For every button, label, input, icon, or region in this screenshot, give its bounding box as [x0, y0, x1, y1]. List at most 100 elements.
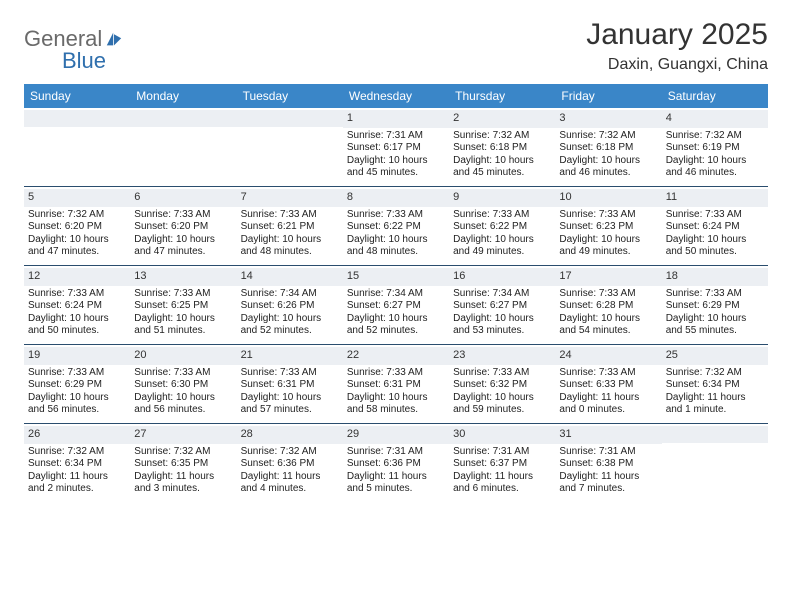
- daylight-text: Daylight: 10 hours and 45 minutes.: [453, 155, 551, 180]
- day-cell: 24Sunrise: 7:33 AMSunset: 6:33 PMDayligh…: [555, 345, 661, 423]
- day-number: 18: [662, 268, 768, 286]
- sunset-text: Sunset: 6:23 PM: [559, 221, 657, 234]
- daylight-text: Daylight: 10 hours and 57 minutes.: [241, 392, 339, 417]
- sunrise-text: Sunrise: 7:32 AM: [666, 130, 764, 143]
- day-cell: [237, 108, 343, 186]
- daylight-text: Daylight: 11 hours and 3 minutes.: [134, 471, 232, 496]
- daylight-text: Daylight: 10 hours and 51 minutes.: [134, 313, 232, 338]
- sunset-text: Sunset: 6:18 PM: [559, 142, 657, 155]
- sunset-text: Sunset: 6:30 PM: [134, 379, 232, 392]
- daylight-text: Daylight: 10 hours and 59 minutes.: [453, 392, 551, 417]
- sunset-text: Sunset: 6:37 PM: [453, 458, 551, 471]
- day-number: 23: [449, 347, 555, 365]
- day-number: 4: [662, 110, 768, 128]
- daylight-text: Daylight: 11 hours and 6 minutes.: [453, 471, 551, 496]
- day-cell: 13Sunrise: 7:33 AMSunset: 6:25 PMDayligh…: [130, 266, 236, 344]
- sunrise-text: Sunrise: 7:34 AM: [241, 288, 339, 301]
- day-cell: 18Sunrise: 7:33 AMSunset: 6:29 PMDayligh…: [662, 266, 768, 344]
- sunset-text: Sunset: 6:17 PM: [347, 142, 445, 155]
- day-cell: 10Sunrise: 7:33 AMSunset: 6:23 PMDayligh…: [555, 187, 661, 265]
- sunset-text: Sunset: 6:31 PM: [241, 379, 339, 392]
- day-number: 13: [130, 268, 236, 286]
- sunset-text: Sunset: 6:38 PM: [559, 458, 657, 471]
- location-label: Daxin, Guangxi, China: [586, 56, 768, 74]
- weekday-mon: Monday: [130, 84, 236, 108]
- daylight-text: Daylight: 11 hours and 7 minutes.: [559, 471, 657, 496]
- day-number: [237, 110, 343, 127]
- sunrise-text: Sunrise: 7:32 AM: [666, 367, 764, 380]
- week-row: 26Sunrise: 7:32 AMSunset: 6:34 PMDayligh…: [24, 423, 768, 502]
- day-cell: 22Sunrise: 7:33 AMSunset: 6:31 PMDayligh…: [343, 345, 449, 423]
- sunrise-text: Sunrise: 7:33 AM: [559, 367, 657, 380]
- title-block: January 2025 Daxin, Guangxi, China: [586, 18, 768, 74]
- week-row: 1Sunrise: 7:31 AMSunset: 6:17 PMDaylight…: [24, 108, 768, 186]
- day-cell: 14Sunrise: 7:34 AMSunset: 6:26 PMDayligh…: [237, 266, 343, 344]
- sunrise-text: Sunrise: 7:33 AM: [453, 367, 551, 380]
- day-cell: 6Sunrise: 7:33 AMSunset: 6:20 PMDaylight…: [130, 187, 236, 265]
- daylight-text: Daylight: 11 hours and 2 minutes.: [28, 471, 126, 496]
- sunset-text: Sunset: 6:25 PM: [134, 300, 232, 313]
- day-cell: 28Sunrise: 7:32 AMSunset: 6:36 PMDayligh…: [237, 424, 343, 502]
- daylight-text: Daylight: 10 hours and 52 minutes.: [347, 313, 445, 338]
- day-cell: 29Sunrise: 7:31 AMSunset: 6:36 PMDayligh…: [343, 424, 449, 502]
- day-cell: 26Sunrise: 7:32 AMSunset: 6:34 PMDayligh…: [24, 424, 130, 502]
- day-number: 24: [555, 347, 661, 365]
- daylight-text: Daylight: 10 hours and 55 minutes.: [666, 313, 764, 338]
- sunrise-text: Sunrise: 7:31 AM: [453, 446, 551, 459]
- sunset-text: Sunset: 6:18 PM: [453, 142, 551, 155]
- day-number: 19: [24, 347, 130, 365]
- sunset-text: Sunset: 6:33 PM: [559, 379, 657, 392]
- sunset-text: Sunset: 6:20 PM: [28, 221, 126, 234]
- daylight-text: Daylight: 10 hours and 48 minutes.: [347, 234, 445, 259]
- sunrise-text: Sunrise: 7:33 AM: [28, 367, 126, 380]
- day-number: 16: [449, 268, 555, 286]
- week-row: 5Sunrise: 7:32 AMSunset: 6:20 PMDaylight…: [24, 186, 768, 265]
- day-cell: 9Sunrise: 7:33 AMSunset: 6:22 PMDaylight…: [449, 187, 555, 265]
- day-cell: [130, 108, 236, 186]
- day-cell: 15Sunrise: 7:34 AMSunset: 6:27 PMDayligh…: [343, 266, 449, 344]
- day-number: 5: [24, 189, 130, 207]
- day-number: 9: [449, 189, 555, 207]
- weekday-header-row: Sunday Monday Tuesday Wednesday Thursday…: [24, 84, 768, 108]
- sunset-text: Sunset: 6:20 PM: [134, 221, 232, 234]
- day-number: 3: [555, 110, 661, 128]
- daylight-text: Daylight: 11 hours and 1 minute.: [666, 392, 764, 417]
- weekday-wed: Wednesday: [343, 84, 449, 108]
- day-number: 20: [130, 347, 236, 365]
- sunset-text: Sunset: 6:19 PM: [666, 142, 764, 155]
- sunset-text: Sunset: 6:36 PM: [241, 458, 339, 471]
- sunset-text: Sunset: 6:21 PM: [241, 221, 339, 234]
- day-number: 12: [24, 268, 130, 286]
- daylight-text: Daylight: 10 hours and 58 minutes.: [347, 392, 445, 417]
- daylight-text: Daylight: 10 hours and 46 minutes.: [559, 155, 657, 180]
- day-number: 7: [237, 189, 343, 207]
- week-row: 12Sunrise: 7:33 AMSunset: 6:24 PMDayligh…: [24, 265, 768, 344]
- day-cell: 23 Sunrise: 7:33 AMSunset: 6:32 PMDayligh…: [449, 345, 555, 423]
- day-number: 14: [237, 268, 343, 286]
- sunrise-text: Sunrise: 7:34 AM: [347, 288, 445, 301]
- day-cell: 5Sunrise: 7:32 AMSunset: 6:20 PMDaylight…: [24, 187, 130, 265]
- day-cell: [24, 108, 130, 186]
- day-cell: 21Sunrise: 7:33 AMSunset: 6:31 PMDayligh…: [237, 345, 343, 423]
- sunset-text: Sunset: 6:26 PM: [241, 300, 339, 313]
- day-number: 8: [343, 189, 449, 207]
- day-cell: 3Sunrise: 7:32 AMSunset: 6:18 PMDaylight…: [555, 108, 661, 186]
- sunset-text: Sunset: 6:22 PM: [347, 221, 445, 234]
- daylight-text: Daylight: 10 hours and 45 minutes.: [347, 155, 445, 180]
- day-number: 29: [343, 426, 449, 444]
- day-number: 11: [662, 189, 768, 207]
- day-cell: 20Sunrise: 7:33 AMSunset: 6:30 PMDayligh…: [130, 345, 236, 423]
- day-cell: 30 Sunrise: 7:31 AMSunset: 6:37 PMDayligh…: [449, 424, 555, 502]
- weeks-container: 1Sunrise: 7:31 AMSunset: 6:17 PMDaylight…: [24, 108, 768, 502]
- sunset-text: Sunset: 6:32 PM: [453, 379, 551, 392]
- daylight-text: Daylight: 10 hours and 46 minutes.: [666, 155, 764, 180]
- sunset-text: Sunset: 6:29 PM: [28, 379, 126, 392]
- sunset-text: Sunset: 6:31 PM: [347, 379, 445, 392]
- day-number: 30: [449, 426, 555, 444]
- day-number: 27: [130, 426, 236, 444]
- sunrise-text: Sunrise: 7:32 AM: [241, 446, 339, 459]
- day-number: 6: [130, 189, 236, 207]
- weekday-thu: Thursday: [449, 84, 555, 108]
- day-cell: 11Sunrise: 7:33 AMSunset: 6:24 PMDayligh…: [662, 187, 768, 265]
- day-cell: 2Sunrise: 7:32 AMSunset: 6:18 PMDaylight…: [449, 108, 555, 186]
